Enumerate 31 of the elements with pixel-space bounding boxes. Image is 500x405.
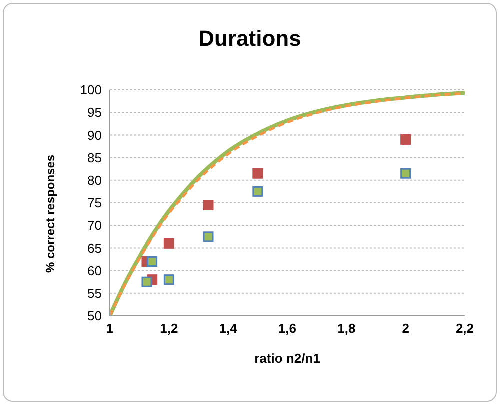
y-tick-label: 70 [88, 218, 102, 234]
point [400, 134, 412, 145]
x-axis-title: ratio n2/n1 [254, 351, 320, 366]
x-tick-label: 1,8 [338, 321, 356, 336]
y-tick-label: 55 [88, 286, 102, 302]
x-tick-label: 1,6 [278, 321, 297, 336]
y-tick-label: 85 [88, 150, 102, 166]
y-axis-title: % correct responses [43, 154, 58, 273]
y-tick-label: 75 [88, 196, 102, 211]
point [142, 276, 152, 288]
y-tick-label: 50 [88, 308, 102, 324]
y-tick-label: 80 [88, 173, 102, 188]
y-tick-label: 100 [80, 82, 102, 98]
point [164, 274, 174, 286]
point [203, 232, 214, 242]
x-tick-label: 2,2 [456, 321, 474, 336]
point [203, 200, 214, 211]
x-tick-label: 1,2 [160, 321, 178, 336]
point [252, 186, 264, 197]
point [400, 168, 412, 179]
y-tick-label: 90 [88, 128, 102, 143]
point [164, 238, 174, 249]
point [252, 168, 264, 179]
y-tick-label: 60 [88, 263, 102, 278]
y-tick-label: 95 [88, 105, 102, 120]
y-tick-label: 65 [88, 240, 102, 256]
point [147, 256, 158, 268]
x-tick-label: 1,4 [219, 321, 238, 336]
x-tick-label: 2 [402, 321, 410, 336]
x-tick-label: 1 [106, 321, 114, 336]
chart-title: Durations [198, 26, 302, 52]
